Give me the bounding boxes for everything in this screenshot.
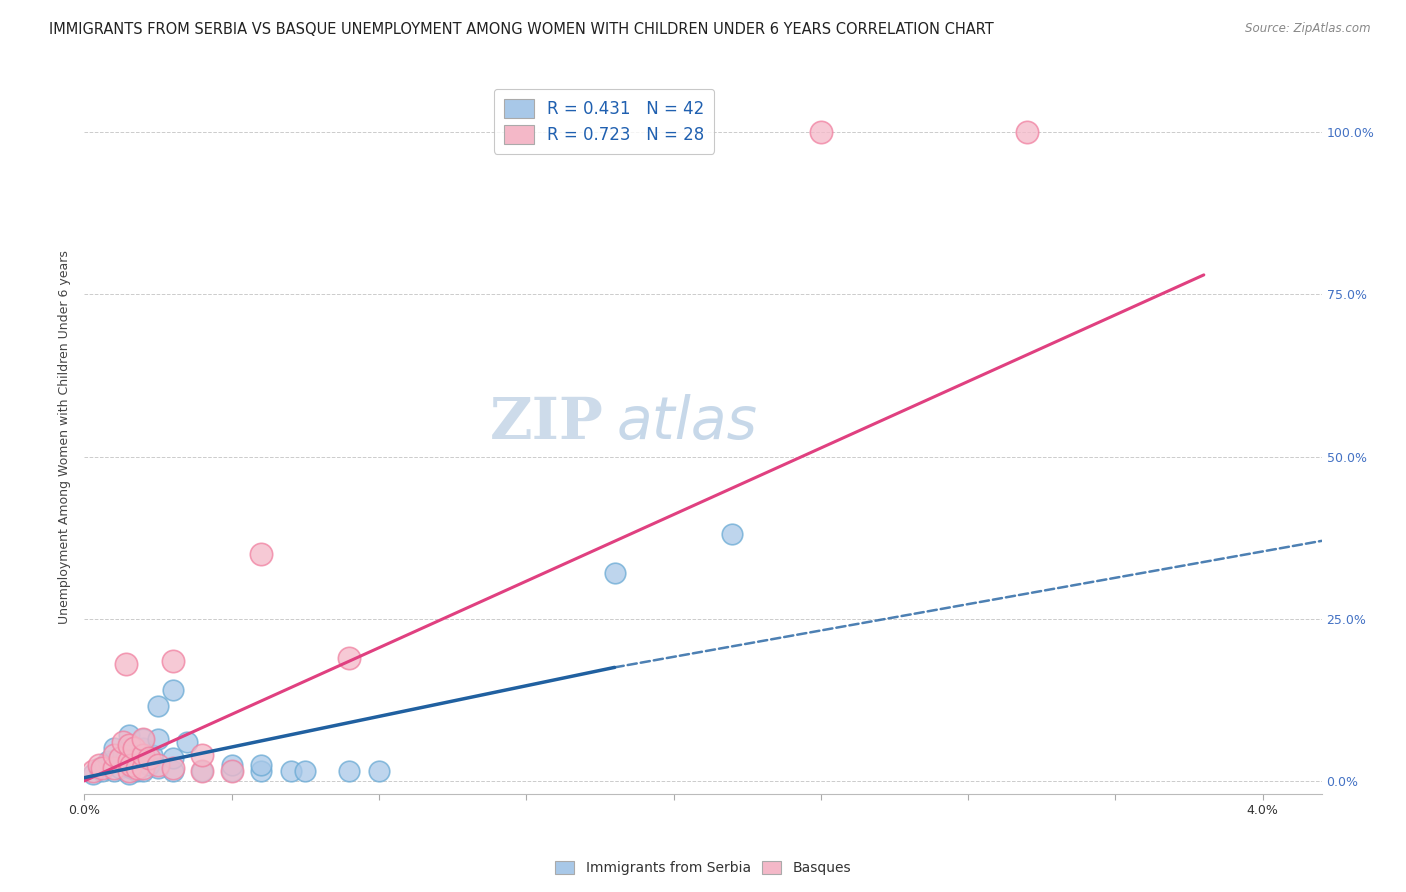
Point [127,764,149,779]
Point [146,757,169,772]
Point [146,699,169,714]
Point [146,731,169,746]
Point [132,731,155,746]
Point [1015,125,1038,139]
Point [221,764,243,779]
Point [124,741,146,756]
Point [114,751,136,765]
Point [162,654,184,668]
Point [114,657,136,672]
Point [111,735,134,749]
Point [368,764,391,779]
Point [127,761,149,775]
Point [103,755,125,769]
Point [162,751,184,765]
Point [117,738,139,752]
Point [103,741,125,756]
Point [603,566,626,581]
Point [221,757,243,772]
Point [191,764,214,779]
Text: IMMIGRANTS FROM SERBIA VS BASQUE UNEMPLOYMENT AMONG WOMEN WITH CHILDREN UNDER 6 : IMMIGRANTS FROM SERBIA VS BASQUE UNEMPLO… [49,22,994,37]
Point [91,764,114,779]
Point [339,764,361,779]
Point [103,764,125,779]
Point [103,761,125,775]
Point [94,757,117,772]
Point [176,735,198,749]
Point [82,767,104,781]
Point [721,527,744,541]
Point [108,761,131,775]
Point [124,755,146,769]
Point [250,757,273,772]
Point [132,755,155,769]
Point [280,764,302,779]
Point [250,764,273,779]
Point [82,764,104,779]
Point [117,755,139,769]
Point [111,747,134,762]
Point [138,757,160,772]
Text: Source: ZipAtlas.com: Source: ZipAtlas.com [1246,22,1371,36]
Point [132,761,155,775]
Point [117,729,139,743]
Point [117,757,139,772]
Point [191,747,214,762]
Point [132,731,155,746]
Point [250,547,273,561]
Point [117,764,139,779]
Y-axis label: Unemployment Among Women with Children Under 6 years: Unemployment Among Women with Children U… [58,250,72,624]
Point [191,764,214,779]
Point [138,751,160,765]
Point [91,761,114,775]
Point [108,751,131,765]
Point [162,683,184,698]
Text: atlas: atlas [616,394,758,451]
Point [162,761,184,775]
Point [146,761,169,775]
Point [221,764,243,779]
Point [103,747,125,762]
Point [121,761,143,775]
Point [141,747,163,762]
Point [87,757,110,772]
Point [117,767,139,781]
Point [132,747,155,762]
Point [132,741,155,756]
Point [87,761,110,775]
Point [810,125,832,139]
Point [339,650,361,665]
Point [97,755,120,769]
Text: ZIP: ZIP [491,395,605,450]
Point [162,764,184,779]
Point [121,757,143,772]
Legend: Immigrants from Serbia, Basques: Immigrants from Serbia, Basques [550,855,856,880]
Point [117,741,139,756]
Legend: R = 0.431   N = 42, R = 0.723   N = 28: R = 0.431 N = 42, R = 0.723 N = 28 [494,88,714,153]
Point [132,764,155,779]
Point [294,764,316,779]
